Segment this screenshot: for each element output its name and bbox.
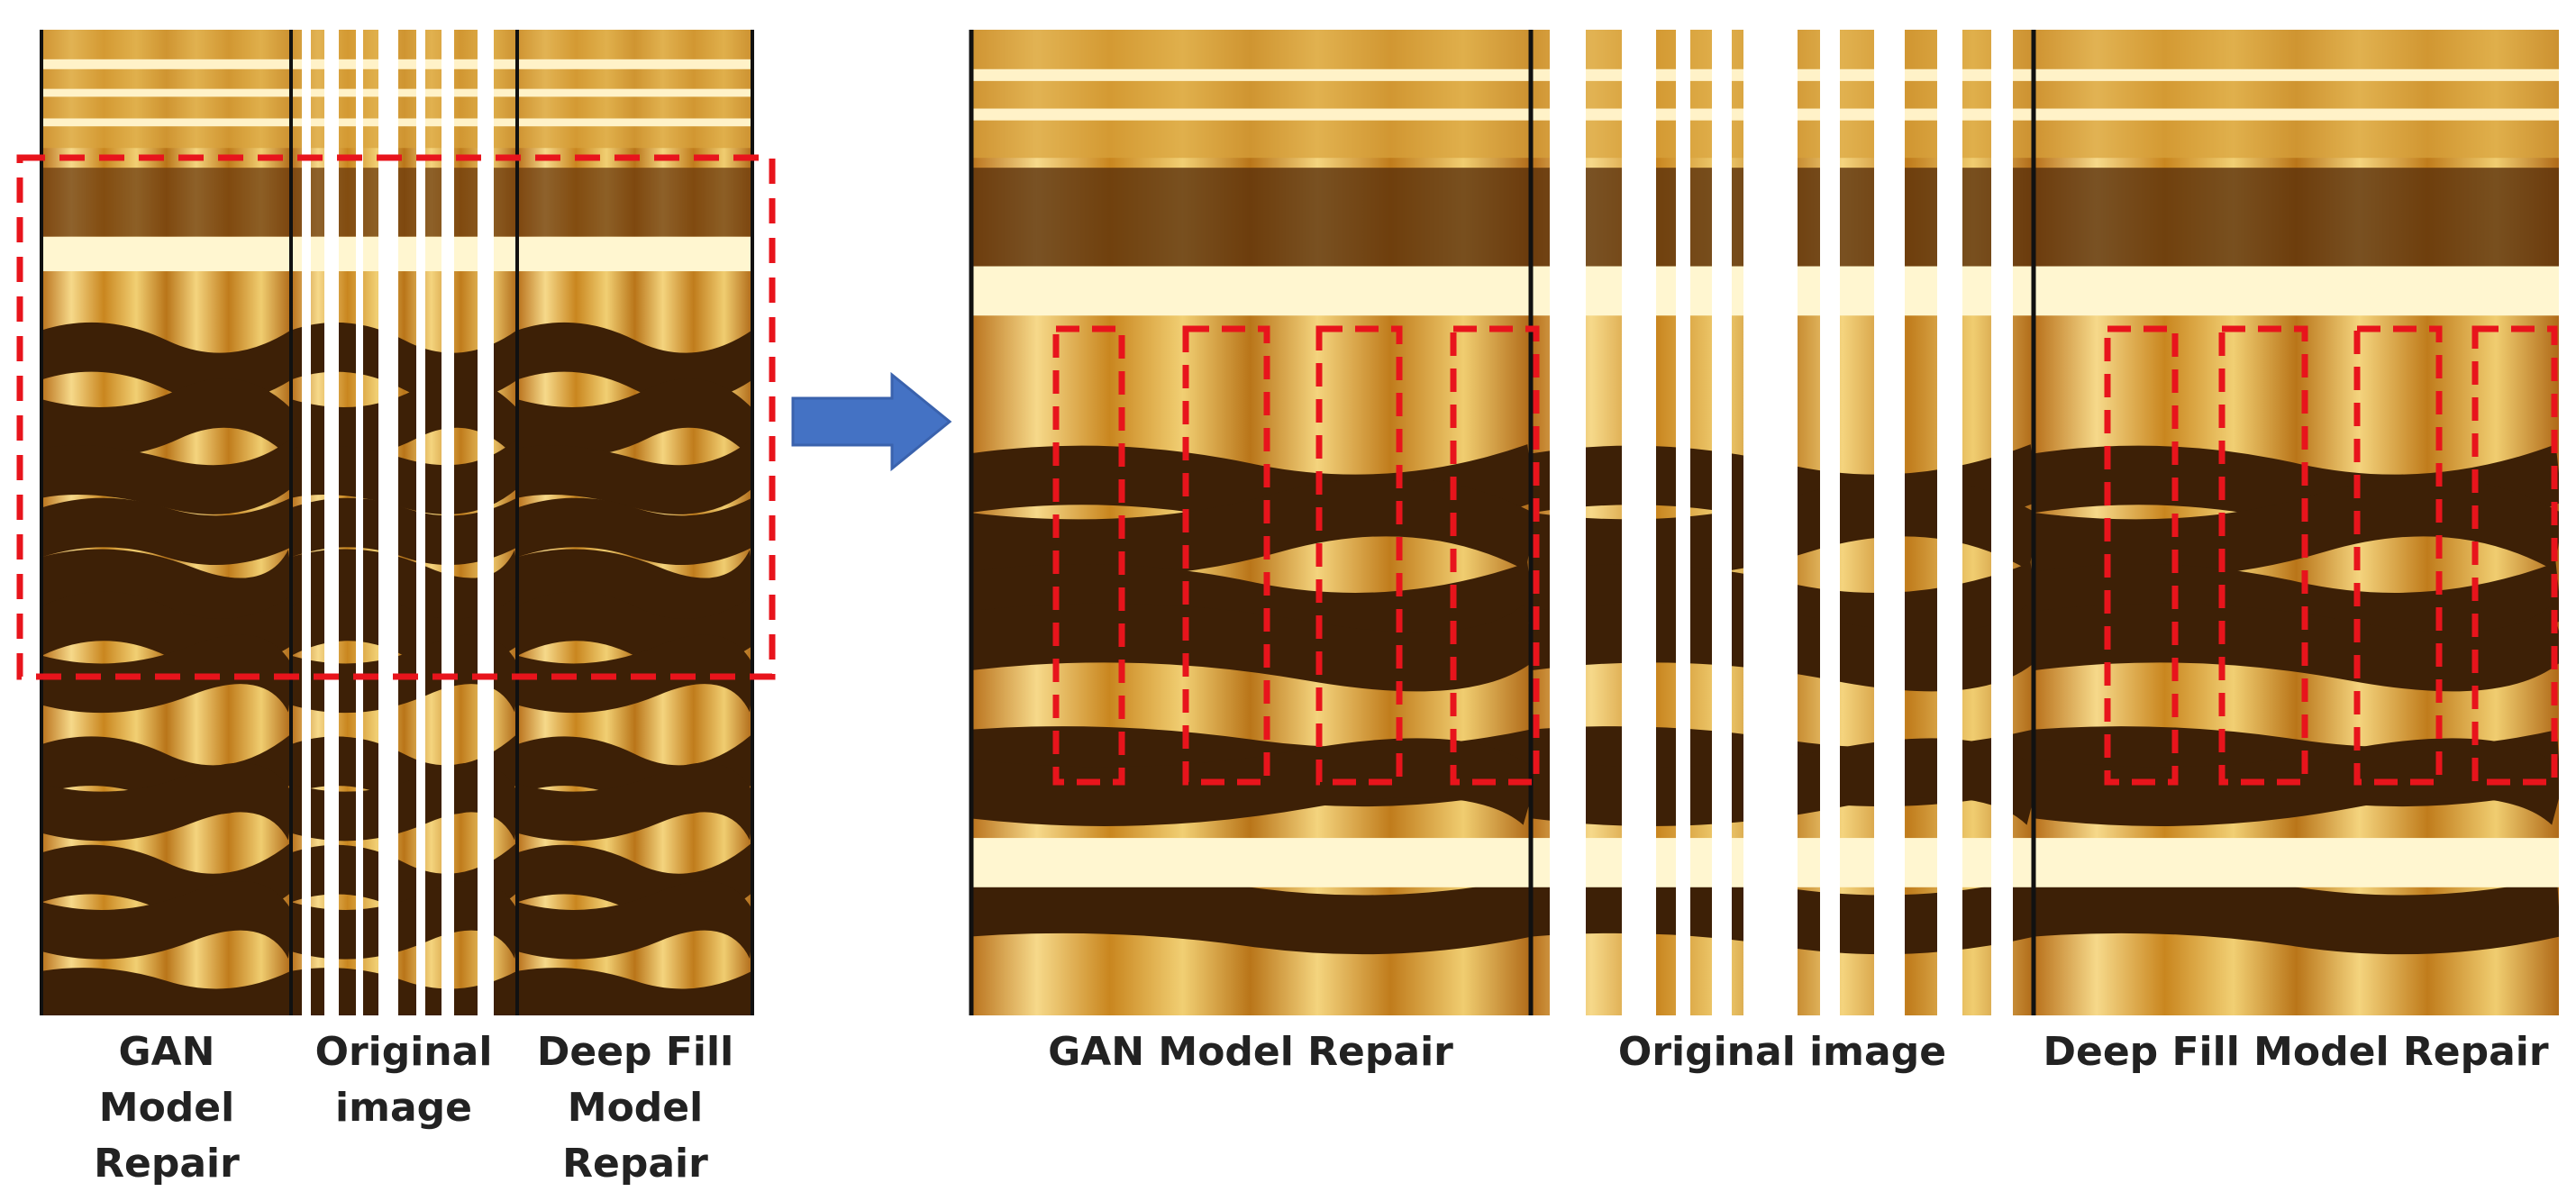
panel-borders xyxy=(40,30,754,1015)
highlight-boxes xyxy=(1052,325,2558,786)
gan-strip xyxy=(41,30,291,1015)
label: Original xyxy=(315,1029,493,1075)
label: Deep Fill Model Repair xyxy=(2043,1029,2548,1075)
label: Model xyxy=(568,1085,703,1131)
label: GAN Model Repair xyxy=(1048,1029,1453,1075)
left-panel xyxy=(16,30,776,1015)
missing-stripes-zoom xyxy=(1550,30,2013,1015)
label: Repair xyxy=(562,1141,708,1187)
label: image xyxy=(335,1085,472,1131)
deepfill-strip xyxy=(517,30,752,1015)
arrow xyxy=(791,371,952,472)
label: Model xyxy=(99,1085,234,1131)
missing-stripes xyxy=(302,30,494,1015)
highlight-box xyxy=(16,154,776,680)
right-panel xyxy=(969,30,2559,1015)
labels: GAN Model Repair Original image Deep Fill Mode… xyxy=(94,1029,2549,1187)
label: Original image xyxy=(1618,1029,1946,1075)
label: Repair xyxy=(94,1141,240,1187)
deepfill-zoom xyxy=(2034,30,2559,1015)
label: Deep Fill xyxy=(537,1029,733,1075)
panel-borders-zoom xyxy=(969,30,2036,1015)
label: GAN xyxy=(119,1029,215,1075)
